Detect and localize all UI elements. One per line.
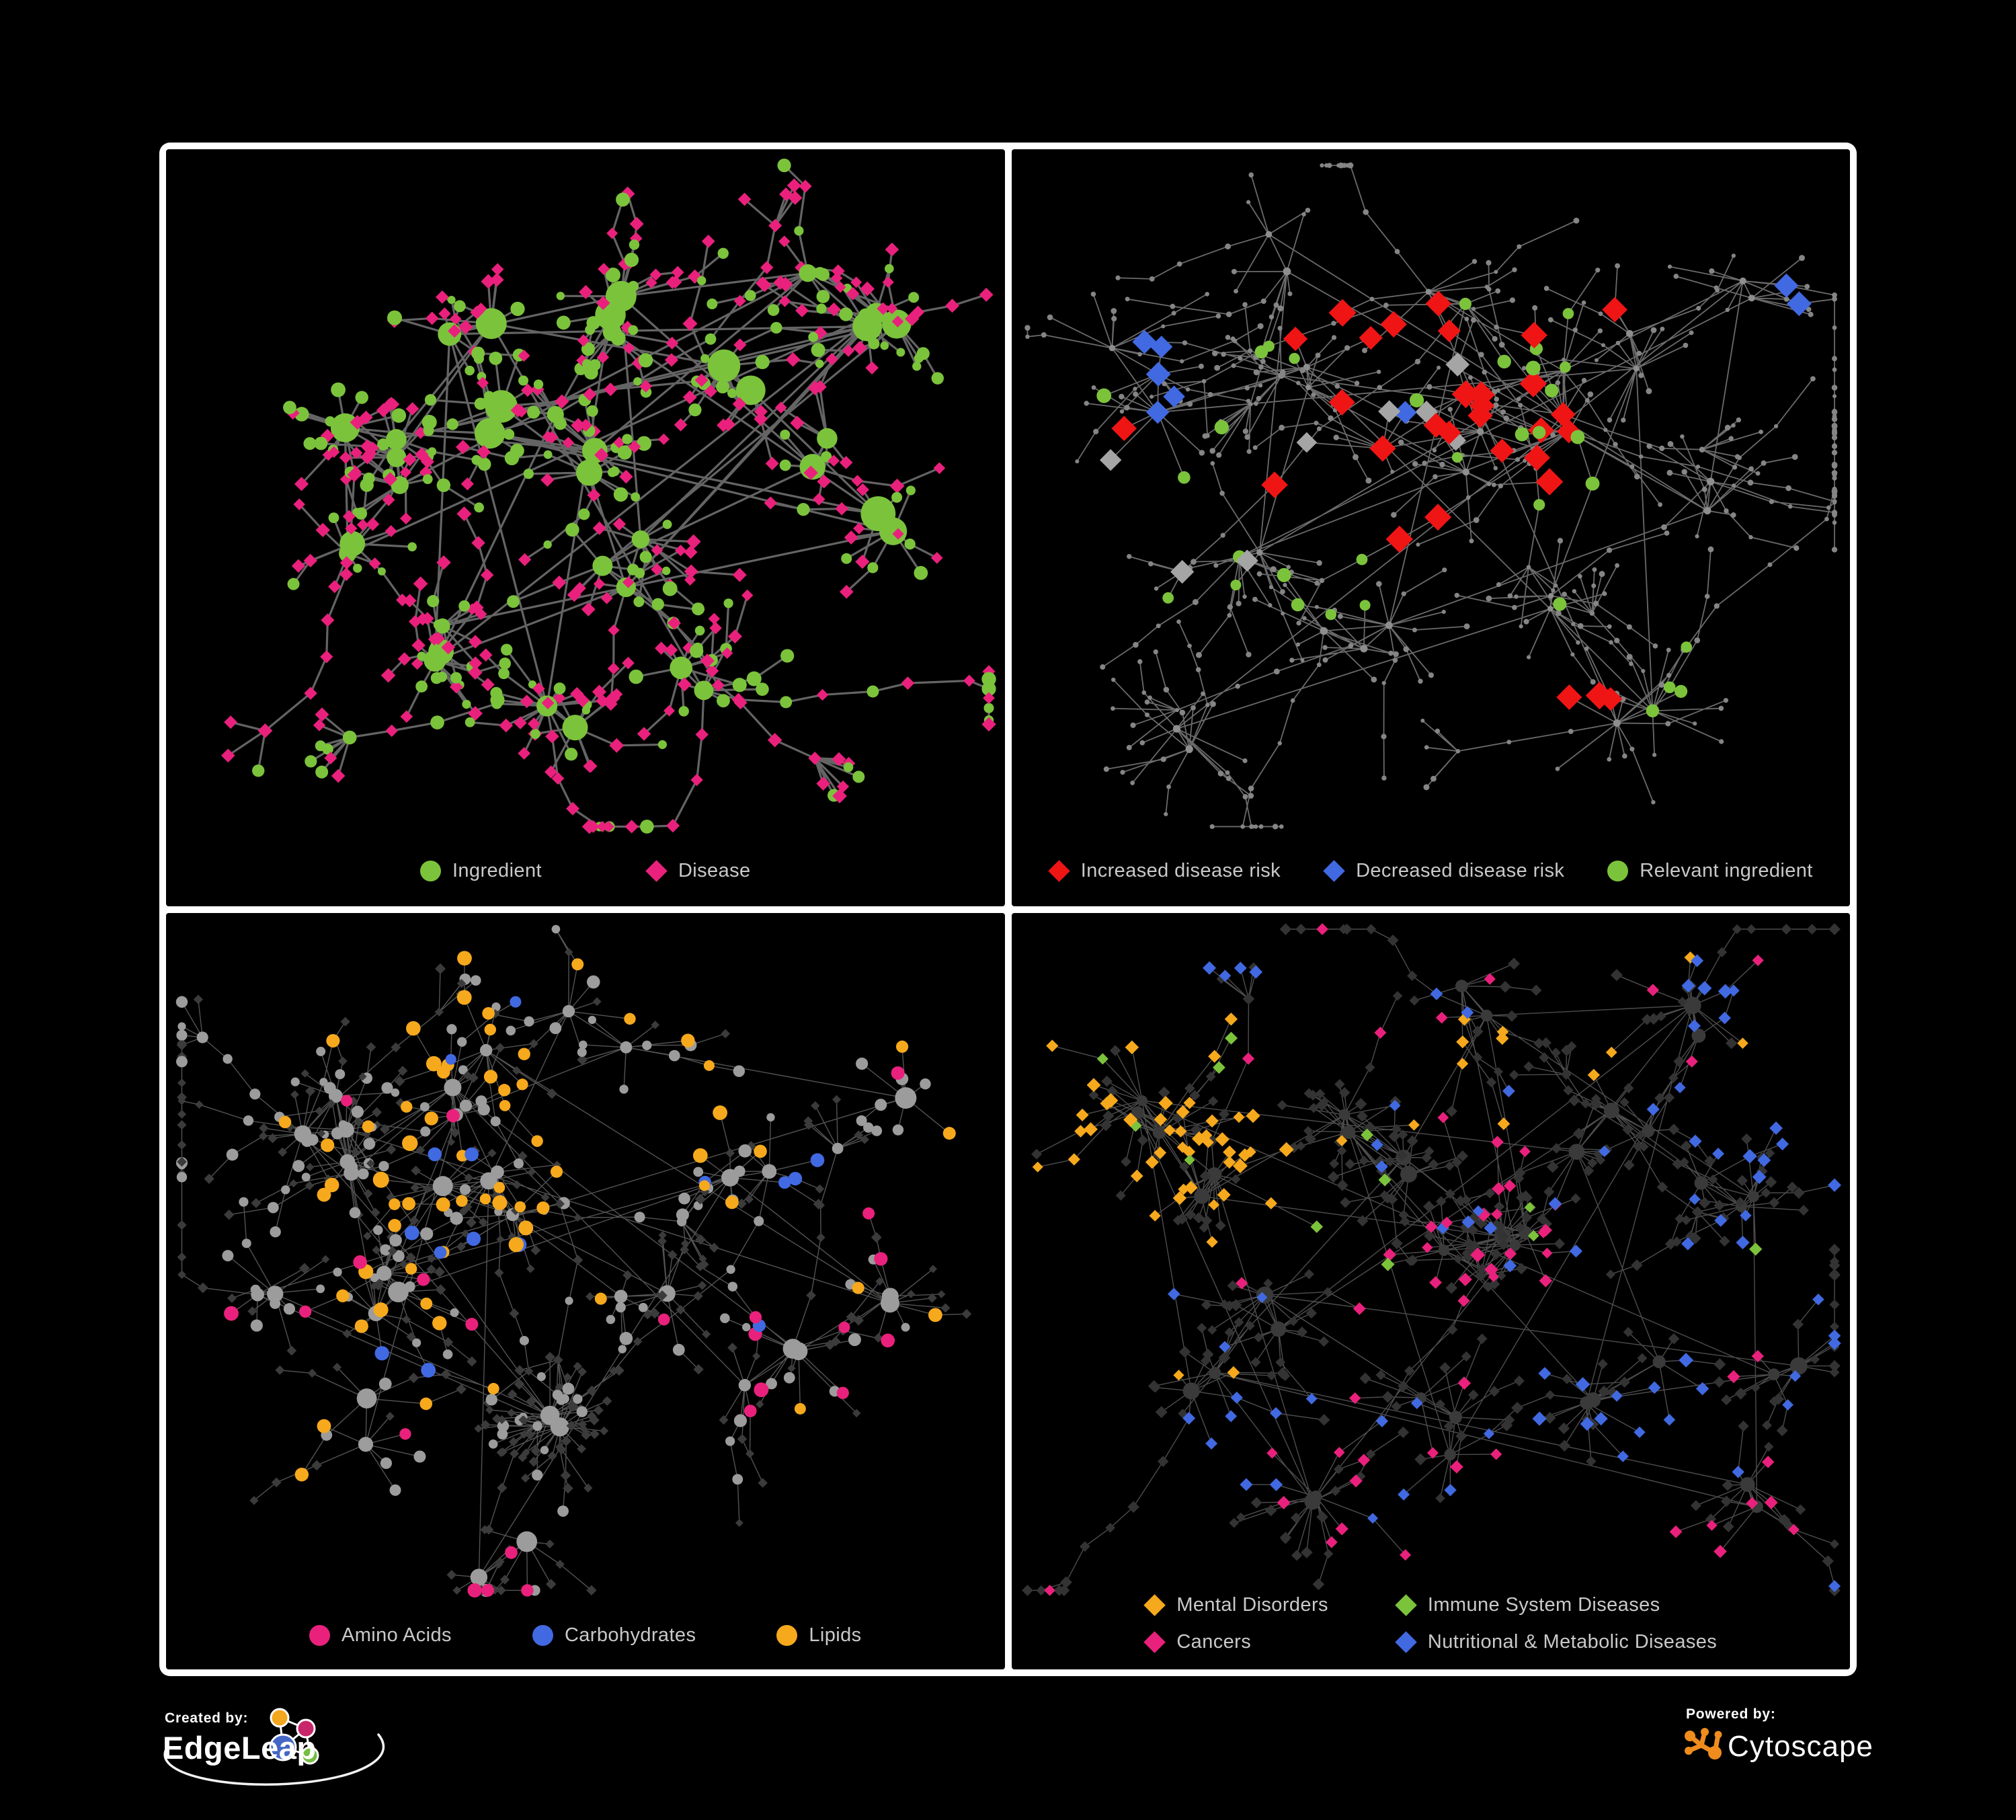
legend-disease-categories: Mental Disorders Immune System Diseases Ca… — [1143, 1594, 1718, 1653]
powered-by-label: Powered by: — [1686, 1706, 1776, 1722]
diamond-marker-icon — [1395, 1594, 1417, 1616]
legend-item: Immune System Diseases — [1395, 1594, 1660, 1616]
legend-label: Immune System Diseases — [1427, 1594, 1660, 1616]
panel-ingredients-diseases: Ingredient Disease — [166, 149, 1005, 906]
legend-label: Decreased disease risk — [1356, 859, 1565, 881]
edgeleap-logo-icon — [163, 1708, 385, 1786]
cytoscape-branding: Powered by: Cytoscape — [1681, 1706, 1936, 1787]
edgeleap-node-orange — [270, 1708, 290, 1728]
legend-item: Increased disease risk — [1047, 859, 1281, 882]
cytoscape-logo-icon — [1685, 1728, 1722, 1759]
legend-label: Cancers — [1176, 1631, 1252, 1653]
legend-label: Carbohydrates — [564, 1624, 696, 1646]
legend-label: Mental Disorders — [1176, 1594, 1328, 1616]
legend-label: Ingredient — [452, 859, 542, 881]
edgeleap-wordmark: EdgeLeap — [163, 1730, 317, 1766]
edgeleap-node-blue — [269, 1733, 297, 1762]
created-by-label: Created by: — [165, 1710, 249, 1726]
edgeleap-node-magenta — [296, 1718, 316, 1739]
network-graph-ingredients-diseases — [221, 158, 996, 834]
legend-label: Lipids — [809, 1624, 862, 1646]
panel-disease-categories: Mental Disorders Immune System Diseases Ca… — [1011, 912, 1850, 1669]
legend-item: Cancers — [1143, 1631, 1252, 1653]
diamond-marker-icon — [1047, 859, 1070, 882]
legend-label: Relevant ingredient — [1640, 859, 1813, 881]
circle-marker-icon — [776, 1625, 798, 1646]
legend-item: Decreased disease risk — [1323, 859, 1565, 882]
circle-marker-icon — [1607, 860, 1629, 881]
panel-disease-risk: Increased disease risk Decreased disease … — [1011, 149, 1851, 906]
panel-ingredient-classes: Amino Acids Carbohydrates Lipids — [166, 912, 1005, 1669]
legend-item: Mental Disorders — [1143, 1594, 1328, 1616]
legend-item: Relevant ingredient — [1607, 860, 1812, 882]
circle-marker-icon — [309, 1625, 330, 1646]
diamond-marker-icon — [1143, 1594, 1166, 1616]
diamond-marker-icon — [645, 859, 668, 882]
circle-marker-icon — [419, 860, 441, 881]
legend-item: Lipids — [776, 1624, 861, 1647]
legend-item: Nutritional & Metabolic Diseases — [1395, 1631, 1718, 1653]
legend-item: Amino Acids — [309, 1624, 452, 1647]
diamond-marker-icon — [1323, 859, 1345, 882]
legend-label: Amino Acids — [341, 1624, 452, 1646]
legend-item: Disease — [645, 859, 751, 882]
legend-disease-risk: Increased disease risk Decreased disease … — [1012, 860, 1851, 882]
edgeleap-node-green — [300, 1746, 319, 1765]
panel-grid: Ingredient Disease Increased disease risk D… — [159, 143, 1857, 1676]
diamond-marker-icon — [1143, 1631, 1166, 1653]
legend-item: Carbohydrates — [532, 1624, 696, 1647]
legend-ingredients-diseases: Ingredient Disease — [166, 860, 1005, 882]
circle-marker-icon — [532, 1625, 553, 1646]
legend-item: Ingredient — [419, 859, 542, 882]
legend-label: Disease — [678, 859, 751, 881]
edgeleap-branding: Created by: EdgeLeap — [157, 1706, 479, 1801]
legend-label: Increased disease risk — [1080, 859, 1281, 881]
legend-label: Nutritional & Metabolic Diseases — [1427, 1631, 1718, 1653]
legend-ingredient-classes: Amino Acids Carbohydrates Lipids — [166, 1624, 1005, 1647]
cytoscape-wordmark: Cytoscape — [1728, 1730, 1873, 1763]
network-graph-ingredient-classes — [175, 924, 972, 1597]
network-graph-disease-risk — [1024, 162, 1838, 830]
diamond-marker-icon — [1395, 1631, 1417, 1653]
network-graph-disease-categories — [1021, 922, 1841, 1596]
